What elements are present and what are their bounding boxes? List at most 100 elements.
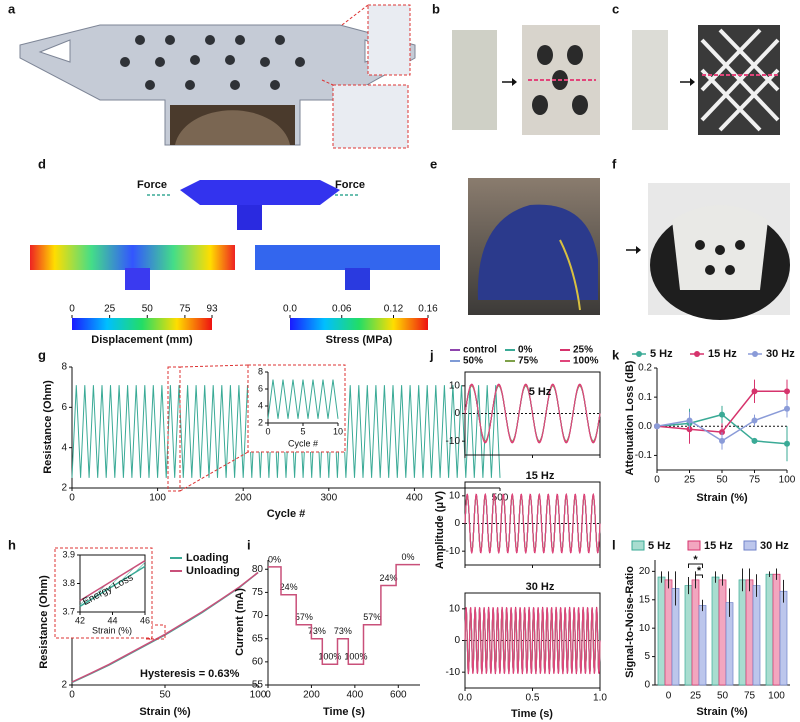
bar [657, 576, 666, 686]
point [654, 423, 660, 430]
x-tick-label: 1.0 [593, 693, 607, 704]
legend-label: 5 Hz [648, 540, 671, 552]
panel-label: d [38, 156, 46, 171]
panel-label: e [430, 156, 437, 171]
y-tick-label: 65 [252, 633, 264, 644]
y-tick-label: 6 [258, 383, 263, 393]
inset-line [267, 379, 339, 419]
x-tick-label: 50 [717, 691, 729, 702]
axis-label: Signal-to-Noise-Ratio [624, 566, 636, 678]
axis-label: Attenuation Loss (dB) [624, 360, 636, 475]
x-tick-label: 400 [347, 690, 364, 701]
y-tick-label: 60 [252, 656, 264, 667]
colorbar [72, 318, 212, 330]
colorbar-tick-label: 50 [142, 304, 154, 315]
x-tick-label: 100 [250, 690, 267, 701]
axis-label: Amplitude (μV) [434, 491, 446, 570]
subplot-title: 15 Hz [526, 470, 555, 482]
x-tick-label: 0 [654, 475, 660, 486]
panel-label: h [8, 537, 16, 552]
point [751, 388, 758, 395]
colorbar [290, 318, 428, 330]
point [751, 417, 758, 424]
significance-label: * [697, 565, 702, 577]
inset-line [79, 560, 146, 602]
point [686, 417, 693, 424]
bar [691, 579, 700, 686]
step-label: 73% [334, 626, 352, 636]
strain-line [71, 571, 259, 683]
current-line [268, 563, 420, 665]
legend-label: 30 Hz [760, 540, 789, 552]
x-tick-label: 0.0 [458, 693, 472, 704]
axis-label: Cycle # [267, 508, 306, 520]
y-tick-label: 3.8 [62, 578, 75, 588]
x-tick-label: 50 [159, 690, 171, 701]
axis-label: Time (s) [511, 708, 553, 720]
x-tick-label: 0 [69, 493, 75, 504]
y-tick-label: 0 [454, 518, 460, 529]
x-tick-label: 200 [235, 493, 252, 504]
point [719, 411, 725, 418]
panel-label: c [612, 1, 619, 16]
x-tick-label: 25 [684, 475, 696, 486]
bar [752, 585, 761, 686]
panel-label: f [612, 156, 617, 171]
x-tick-label: 0 [666, 691, 672, 702]
y-tick-label: -10 [446, 667, 461, 678]
force-label: Force [137, 179, 167, 191]
legend-swatch [631, 540, 645, 551]
axis-label: Strain (%) [696, 706, 748, 718]
inset-line [79, 565, 146, 607]
energy-loss-area [80, 560, 145, 607]
colorbar-label: Stress (MPa) [326, 334, 393, 346]
point [784, 440, 790, 447]
y-tick-label: 10 [449, 490, 461, 501]
bar [684, 585, 693, 686]
colorbar-tick-label: 0.06 [332, 304, 352, 315]
y-tick-label: 6 [61, 402, 67, 413]
legend-label: 25% [573, 345, 593, 356]
colorbar-tick-label: 0.0 [283, 304, 297, 315]
step-label: 24% [280, 582, 298, 592]
colorbar-tick-label: 0.12 [384, 304, 404, 315]
x-tick-label: 42 [75, 615, 85, 625]
x-tick-label: 5 [300, 426, 305, 436]
y-tick-label: 5 [644, 651, 650, 662]
y-tick-label: 4 [258, 400, 263, 410]
x-tick-label: 75 [744, 691, 756, 702]
y-tick-label: 8 [61, 362, 67, 373]
inset-axis-label: Strain (%) [92, 625, 132, 635]
y-tick-label: 75 [252, 587, 264, 598]
bar [711, 576, 720, 686]
bar [765, 573, 774, 686]
y-tick-label: 10 [449, 380, 461, 391]
subplot-title: 5 Hz [529, 386, 552, 398]
colorbar-tick-label: 75 [179, 304, 191, 315]
panel-label: b [432, 1, 440, 16]
legend-marker [694, 351, 700, 357]
y-tick-label: 0 [644, 680, 650, 691]
axis-label: Current (mA) [234, 588, 246, 656]
y-tick-label: 0.2 [638, 363, 652, 374]
y-tick-label: 0 [454, 635, 460, 646]
y-tick-label: -0.1 [635, 450, 653, 461]
panel-label: j [429, 347, 434, 362]
legend-label: control [463, 345, 497, 356]
legend-label: Loading [186, 552, 229, 564]
zoom-connector [179, 364, 249, 368]
x-tick-label: 75 [749, 475, 761, 486]
signal-line [464, 607, 601, 674]
legend-label: 15 Hz [704, 540, 733, 552]
step-label: 24% [380, 573, 398, 583]
x-tick-label: 0.5 [526, 693, 540, 704]
step-label: 57% [363, 612, 381, 622]
panel-label: i [247, 537, 251, 552]
x-tick-label: 400 [406, 493, 423, 504]
legend-marker [752, 351, 758, 357]
x-tick-label: 0 [69, 690, 75, 701]
bar [698, 605, 707, 686]
legend-swatch [687, 540, 701, 551]
point [719, 437, 725, 444]
